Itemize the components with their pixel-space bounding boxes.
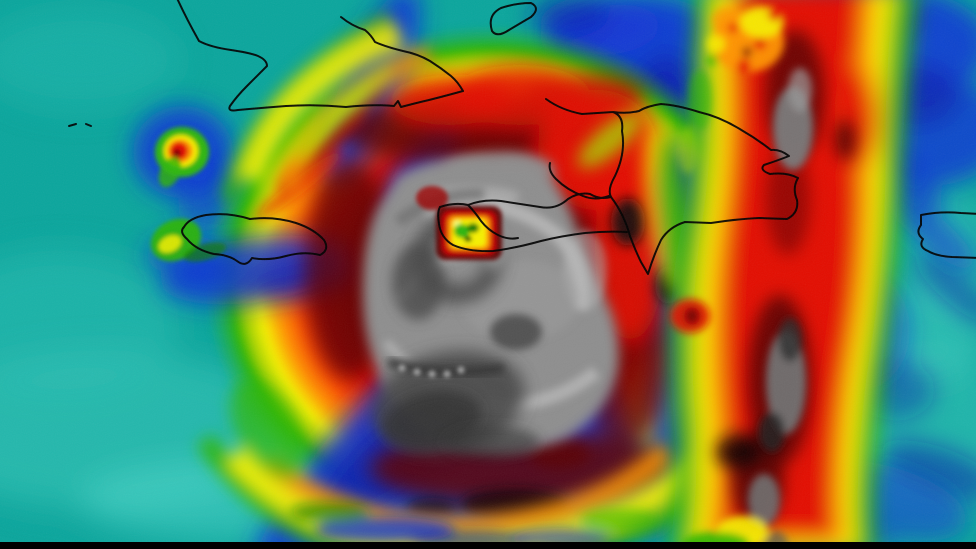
letterbox-bar (0, 542, 976, 549)
